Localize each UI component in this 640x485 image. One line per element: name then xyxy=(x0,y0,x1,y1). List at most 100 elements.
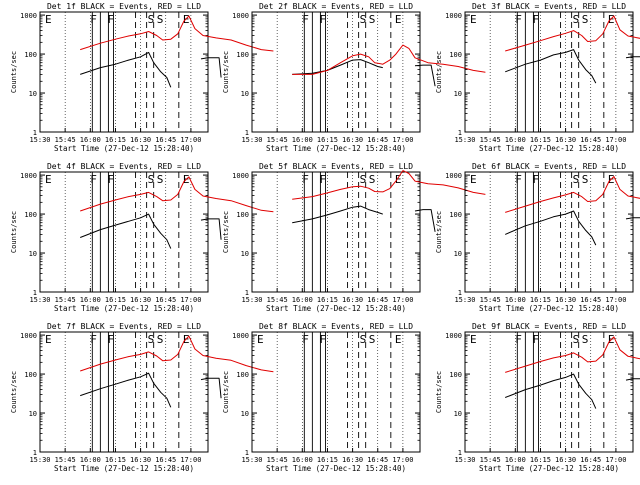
panel-det-9: Det 9f BLACK = Events, RED = LLD 15:30 15:… xyxy=(435,322,640,473)
x-tick-label: 16:30 xyxy=(130,456,151,464)
marker-label: S xyxy=(157,173,164,186)
y-tick-label: 1000 xyxy=(20,12,37,20)
panel-title: Det 9f BLACK = Events, RED = LLD xyxy=(472,322,626,331)
y-axis-label: Counts/sec xyxy=(222,51,230,93)
x-tick-label: 16:45 xyxy=(580,296,601,304)
y-axis-label: Counts/sec xyxy=(10,51,18,93)
x-axis-label: Start Time (27-Dec-12 15:28:40) xyxy=(479,144,619,153)
series-events-line xyxy=(80,51,172,88)
marker-label: F xyxy=(319,13,326,26)
x-tick-label: 16:30 xyxy=(342,456,363,464)
x-tick-label: 16:00 xyxy=(505,296,526,304)
panel-title: Det 4f BLACK = Events, RED = LLD xyxy=(47,162,201,171)
marker-label: F xyxy=(302,333,309,346)
x-tick-label: 15:45 xyxy=(480,456,501,464)
series-lld-line xyxy=(80,335,274,373)
x-tick-label: 17:00 xyxy=(392,136,413,144)
series-events-line xyxy=(625,56,640,59)
x-tick-label: 16:45 xyxy=(367,136,388,144)
marker-label: F xyxy=(302,173,309,186)
y-tick-label: 1000 xyxy=(445,332,462,340)
marker-label: F xyxy=(319,173,326,186)
x-axis-label: Start Time (27-Dec-12 15:28:40) xyxy=(479,304,619,313)
y-tick-label: 1 xyxy=(458,289,462,297)
y-axis-label: Counts/sec xyxy=(435,211,443,253)
x-tick-label: 15:30 xyxy=(241,136,262,144)
marker-label: S xyxy=(369,333,376,346)
series-events-line xyxy=(505,49,597,84)
y-axis-label: Counts/sec xyxy=(222,371,230,413)
x-tick-label: 17:00 xyxy=(392,296,413,304)
marker-label: S xyxy=(369,173,376,186)
x-tick-label: 15:45 xyxy=(480,296,501,304)
x-tick-label: 15:45 xyxy=(55,136,76,144)
x-tick-label: 15:45 xyxy=(55,456,76,464)
marker-label: E xyxy=(257,333,264,346)
marker-label: S xyxy=(582,173,589,186)
x-tick-label: 16:15 xyxy=(105,296,126,304)
y-tick-label: 10 xyxy=(241,410,249,418)
marker-label: F xyxy=(107,333,114,346)
y-tick-label: 100 xyxy=(236,211,249,219)
y-tick-label: 1 xyxy=(245,449,249,457)
x-tick-label: 16:30 xyxy=(130,136,151,144)
x-tick-label: 15:30 xyxy=(241,296,262,304)
marker-label: F xyxy=(515,13,522,26)
series-events-line xyxy=(200,377,222,399)
x-tick-label: 15:45 xyxy=(267,456,288,464)
marker-label: F xyxy=(532,333,539,346)
y-tick-label: 10 xyxy=(454,250,462,258)
y-axis-label: Counts/sec xyxy=(10,211,18,253)
x-axis-label: Start Time (27-Dec-12 15:28:40) xyxy=(54,464,194,473)
marker-label: E xyxy=(45,173,52,186)
series-events-line xyxy=(625,217,640,220)
y-tick-label: 10 xyxy=(454,410,462,418)
marker-label: F xyxy=(515,333,522,346)
marker-label: S xyxy=(148,13,155,26)
y-tick-label: 1 xyxy=(458,129,462,137)
panel-title: Det 1f BLACK = Events, RED = LLD xyxy=(47,2,201,11)
x-tick-label: 16:45 xyxy=(580,136,601,144)
x-tick-label: 17:00 xyxy=(605,456,626,464)
x-tick-label: 16:45 xyxy=(367,296,388,304)
x-tick-label: 15:45 xyxy=(267,296,288,304)
marker-label: S xyxy=(369,13,376,26)
y-axis-label: Counts/sec xyxy=(435,371,443,413)
y-tick-label: 1 xyxy=(245,129,249,137)
x-tick-label: 16:15 xyxy=(105,136,126,144)
x-tick-label: 16:00 xyxy=(292,136,313,144)
y-tick-label: 10 xyxy=(241,90,249,98)
x-tick-label: 17:00 xyxy=(392,456,413,464)
y-axis-label: Counts/sec xyxy=(435,51,443,93)
panel-title: Det 8f BLACK = Events, RED = LLD xyxy=(259,322,413,331)
x-axis-label: Start Time (27-Dec-12 15:28:40) xyxy=(54,144,194,153)
series-events-line xyxy=(414,209,436,232)
series-lld-line xyxy=(505,336,640,373)
x-tick-label: 16:15 xyxy=(317,136,338,144)
x-tick-label: 15:30 xyxy=(454,456,475,464)
x-tick-label: 15:45 xyxy=(267,136,288,144)
x-tick-label: 15:45 xyxy=(55,296,76,304)
x-axis-label: Start Time (27-Dec-12 15:28:40) xyxy=(266,464,406,473)
marker-label: E xyxy=(45,13,52,26)
y-axis-label: Counts/sec xyxy=(10,371,18,413)
series-events-line xyxy=(505,210,597,246)
y-tick-label: 1000 xyxy=(232,12,249,20)
x-tick-label: 16:15 xyxy=(317,456,338,464)
panel-title: Det 3f BLACK = Events, RED = LLD xyxy=(472,2,626,11)
series-events-line xyxy=(200,218,222,240)
y-tick-label: 1 xyxy=(458,449,462,457)
panel-det-1: Det 1f BLACK = Events, RED = LLD 15:30 15:… xyxy=(10,2,274,153)
x-tick-label: 16:45 xyxy=(580,456,601,464)
panel-title: Det 7f BLACK = Events, RED = LLD xyxy=(47,322,201,331)
marker-label: F xyxy=(90,173,97,186)
panel-title: Det 2f BLACK = Events, RED = LLD xyxy=(259,2,413,11)
panel-det-5: Det 5f BLACK = Events, RED = LLD 15:30 15:… xyxy=(222,162,486,313)
y-tick-label: 1000 xyxy=(20,332,37,340)
x-tick-label: 16:15 xyxy=(530,136,551,144)
y-tick-label: 100 xyxy=(236,371,249,379)
series-events-line xyxy=(80,213,172,249)
x-tick-label: 16:30 xyxy=(130,296,151,304)
series-events-line xyxy=(200,57,222,78)
